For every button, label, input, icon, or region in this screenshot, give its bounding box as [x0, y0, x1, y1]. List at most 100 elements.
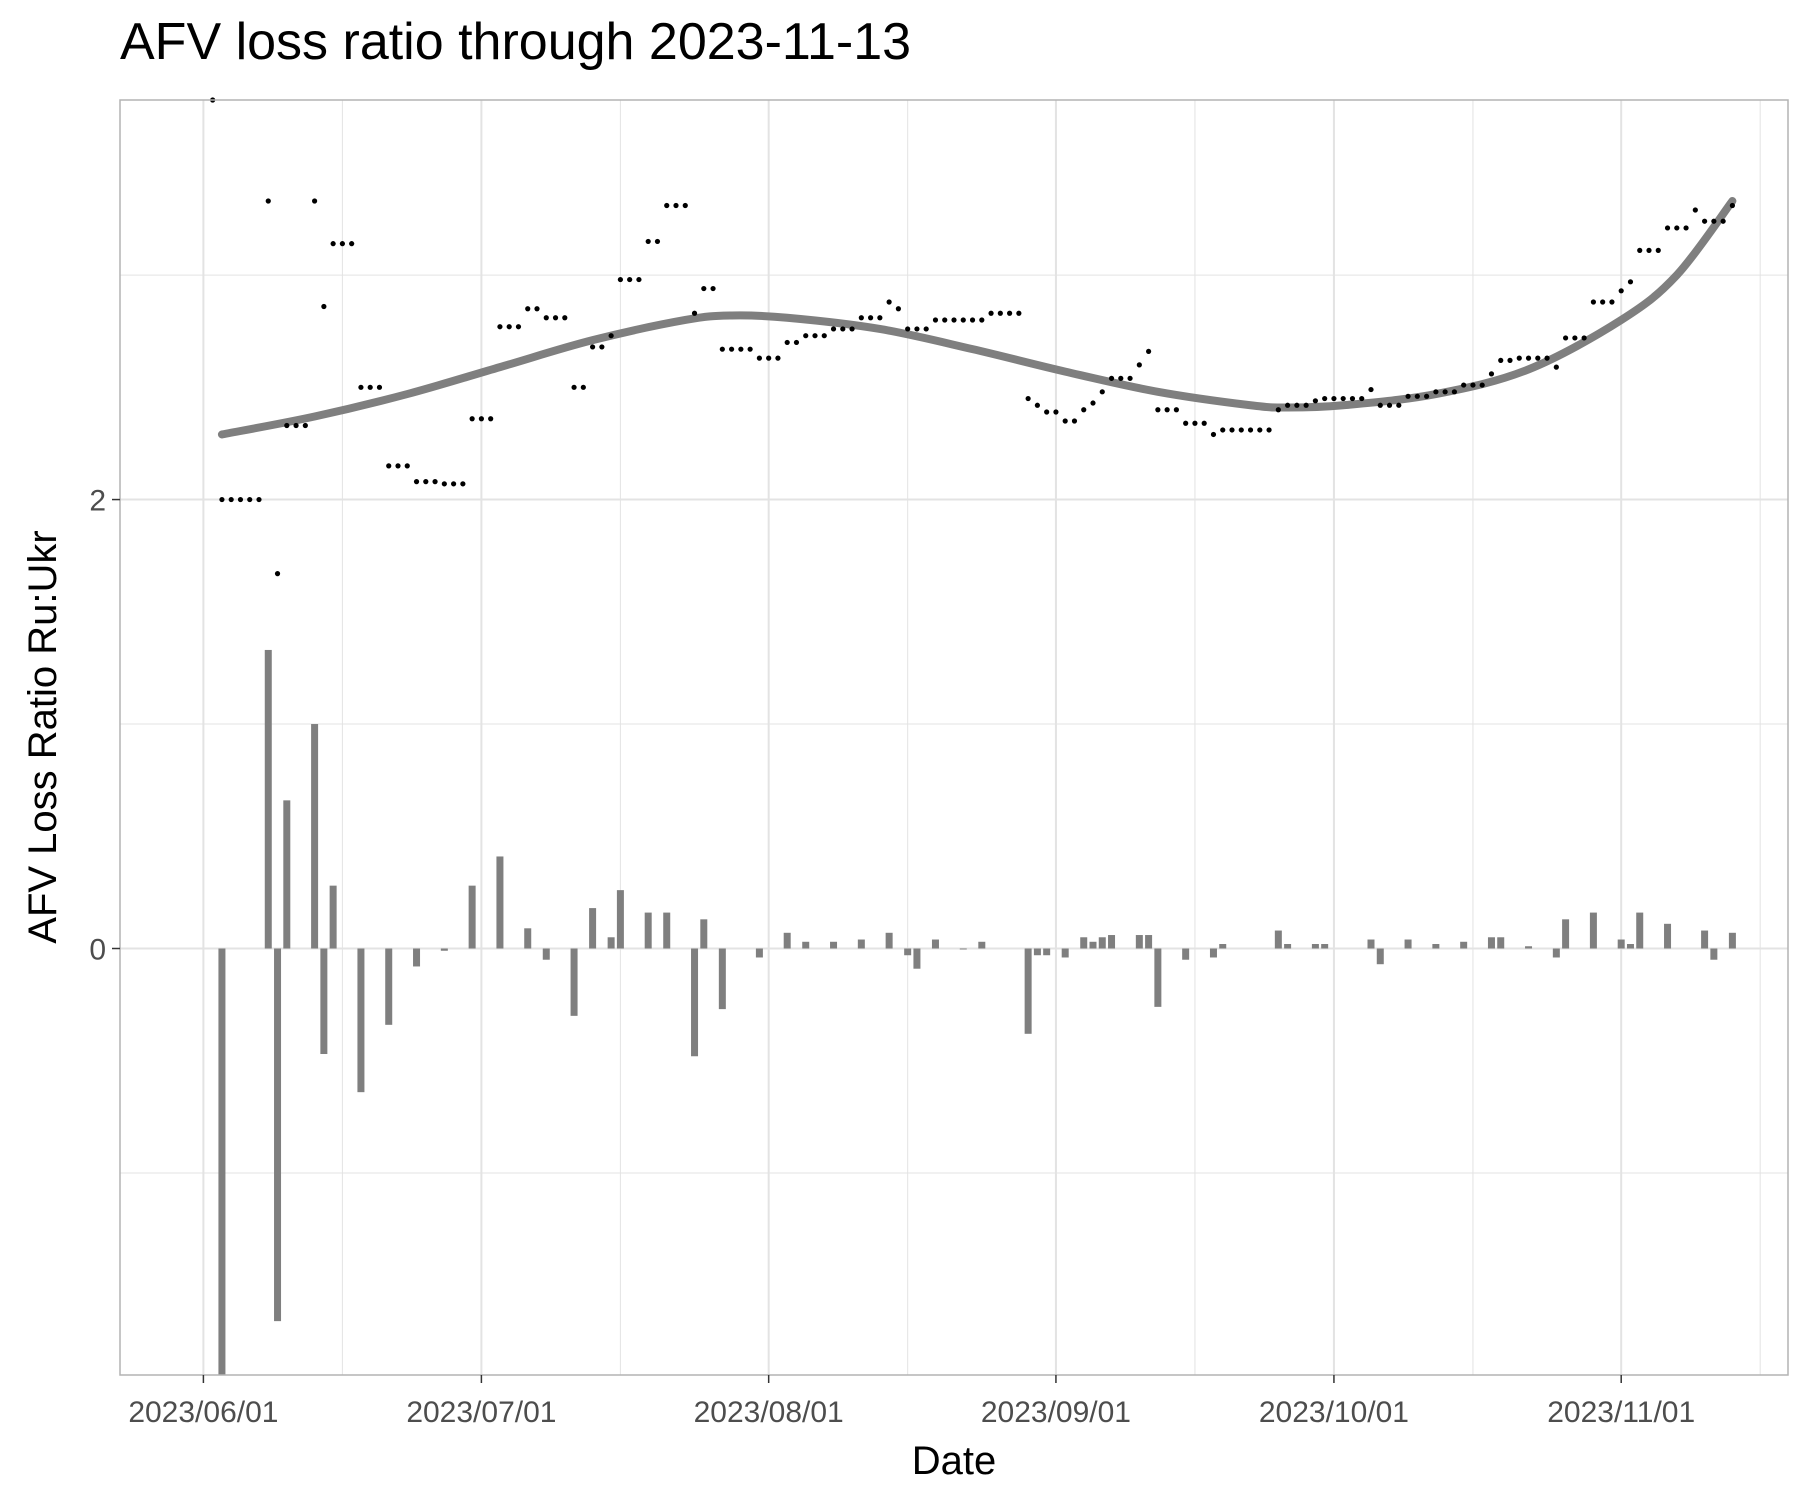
- data-point: [738, 346, 744, 352]
- data-point: [1108, 375, 1115, 381]
- bar: [1043, 948, 1051, 956]
- data-point: [775, 355, 781, 361]
- point-series: [210, 97, 1735, 577]
- bar: [1089, 941, 1097, 949]
- data-point: [1442, 389, 1448, 395]
- data-point: [460, 481, 466, 487]
- data-point: [1609, 299, 1615, 305]
- y-tick-label: 2: [89, 485, 106, 518]
- data-point: [395, 463, 401, 469]
- data-point: [497, 324, 503, 330]
- x-tick-label: 2023/10/01: [1259, 1396, 1409, 1429]
- data-point: [1424, 393, 1430, 399]
- data-point: [1229, 427, 1235, 433]
- bar: [644, 912, 652, 949]
- bar: [1376, 948, 1384, 965]
- data-point: [886, 299, 892, 305]
- data-point: [1220, 427, 1226, 433]
- bar: [718, 948, 726, 1010]
- y-axis-title: AFV Loss Ratio Ru:Ukr: [21, 530, 65, 943]
- data-point: [1275, 407, 1281, 413]
- data-point: [729, 346, 735, 352]
- data-point: [386, 463, 392, 469]
- data-point: [469, 416, 475, 422]
- data-point: [1146, 348, 1152, 355]
- bar: [1145, 935, 1153, 949]
- data-point: [274, 571, 281, 577]
- data-point: [330, 241, 336, 247]
- data-point: [673, 202, 679, 209]
- data-point: [1340, 395, 1346, 402]
- data-point: [349, 241, 355, 247]
- data-point: [1729, 202, 1735, 209]
- bar: [1562, 919, 1570, 949]
- data-point: [895, 306, 902, 312]
- data-point: [256, 496, 262, 503]
- bar: [589, 908, 597, 949]
- data-point: [691, 310, 698, 316]
- x-tick-label: 2023/09/01: [981, 1396, 1131, 1429]
- data-point: [636, 276, 642, 283]
- bar: [904, 948, 912, 956]
- bar: [1135, 935, 1143, 949]
- data-point: [423, 479, 429, 485]
- data-point: [793, 339, 800, 346]
- bar: [570, 948, 578, 1016]
- bar: [542, 948, 550, 960]
- bar: [1497, 937, 1505, 949]
- data-point: [849, 326, 855, 332]
- data-point: [1285, 402, 1291, 408]
- data-point: [1349, 395, 1356, 402]
- bar: [700, 919, 708, 949]
- data-point: [1711, 218, 1717, 224]
- bar: [264, 649, 272, 949]
- data-point: [664, 202, 670, 209]
- data-point: [525, 306, 531, 312]
- data-point: [1479, 382, 1485, 388]
- trend-line: [217, 197, 1737, 439]
- data-point: [1683, 225, 1689, 231]
- data-point: [1062, 418, 1068, 424]
- bar: [1617, 939, 1625, 949]
- data-point: [1331, 395, 1337, 402]
- bar: [320, 948, 328, 1055]
- data-point: [1034, 402, 1040, 408]
- data-point: [1590, 299, 1596, 305]
- data-point: [914, 326, 920, 332]
- bar: [1404, 939, 1412, 949]
- data-point: [1544, 355, 1550, 361]
- bar: [1274, 930, 1282, 949]
- bar: [1321, 944, 1329, 949]
- x-axis: 2023/06/01 2023/07/01 2023/08/01 2023/09/01…: [128, 1375, 1695, 1429]
- data-point: [1359, 395, 1365, 402]
- bar: [1154, 948, 1162, 1007]
- bar: [1552, 948, 1560, 958]
- bar: [1432, 944, 1440, 949]
- data-point: [1118, 375, 1124, 381]
- data-point: [247, 496, 253, 503]
- data-point: [1627, 279, 1634, 285]
- bar: [524, 928, 532, 949]
- data-point: [1136, 362, 1142, 368]
- data-point: [1525, 355, 1532, 361]
- bar: [1182, 948, 1190, 960]
- data-point: [1386, 402, 1393, 408]
- data-point: [803, 333, 809, 339]
- data-point: [1081, 407, 1087, 413]
- data-point: [1016, 310, 1022, 316]
- data-point: [1692, 207, 1698, 213]
- y-axis: 02: [89, 485, 120, 967]
- bar: [1487, 937, 1495, 949]
- bar: [913, 948, 921, 969]
- bar: [1626, 944, 1634, 949]
- trend-series: [217, 197, 1737, 439]
- data-point: [237, 496, 244, 503]
- data-point: [599, 344, 605, 350]
- data-point: [367, 384, 373, 390]
- data-point: [404, 463, 410, 469]
- data-point: [617, 276, 624, 283]
- data-point: [719, 346, 725, 352]
- data-point: [1433, 389, 1439, 395]
- data-point: [997, 310, 1003, 316]
